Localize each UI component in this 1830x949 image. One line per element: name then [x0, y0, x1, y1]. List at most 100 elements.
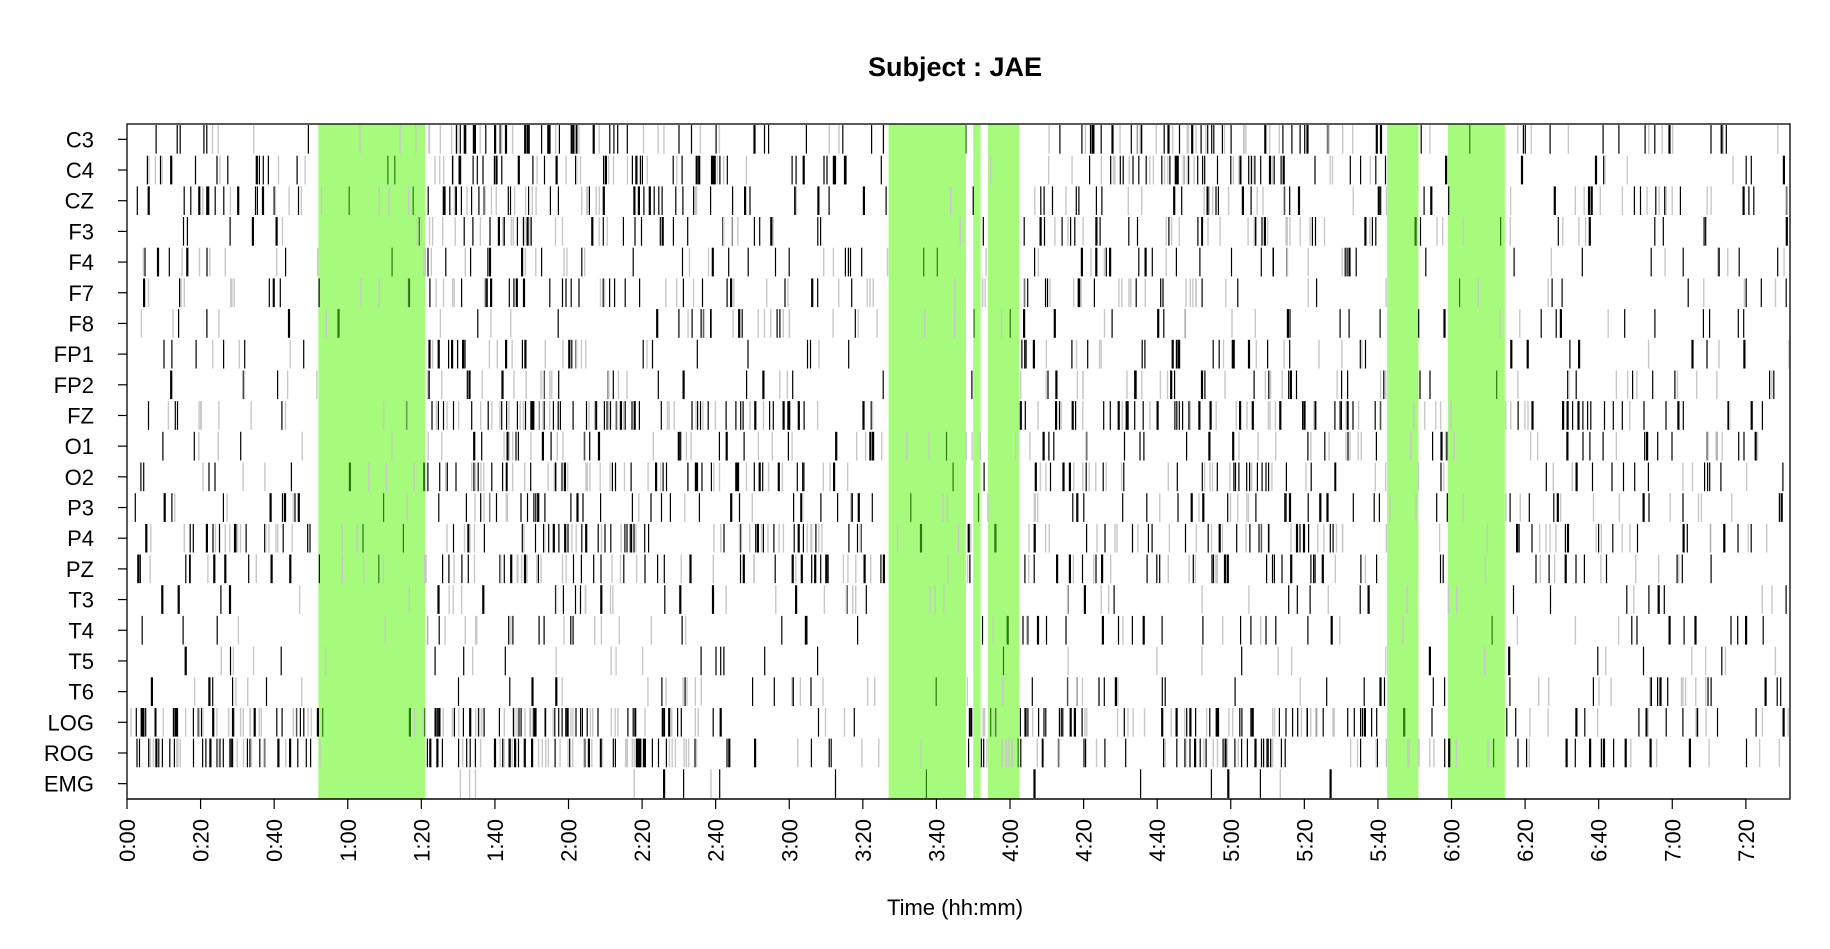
time-tick-label-4: 1:20 [409, 819, 434, 862]
channel-label-fz: FZ [67, 403, 94, 428]
time-tick-label-13: 4:20 [1072, 819, 1097, 862]
time-tick-label-20: 6:40 [1587, 819, 1612, 862]
highlight-interval-1 [888, 124, 966, 799]
highlight-interval-2 [973, 124, 981, 799]
channel-label-p4: P4 [67, 526, 94, 551]
event-ticks-weak [140, 309, 1609, 338]
channel-label-p3: P3 [67, 496, 94, 521]
channel-label-f4: F4 [68, 250, 94, 275]
channel-label-t3: T3 [68, 588, 94, 613]
event-ticks-weak [142, 247, 1785, 277]
plot-frame [126, 123, 1791, 800]
time-tick-label-18: 6:00 [1440, 819, 1465, 862]
time-tick-label-12: 4:00 [998, 819, 1023, 862]
time-tick-label-17: 5:40 [1366, 819, 1391, 862]
time-tick-label-11: 3:40 [924, 819, 949, 862]
channel-row-o1 [162, 431, 1759, 461]
time-tick-label-5: 1:40 [483, 819, 508, 862]
channel-row-o2 [140, 462, 1784, 492]
time-tick-label-22: 7:20 [1734, 819, 1759, 862]
time-tick-label-21: 7:00 [1660, 819, 1685, 862]
time-tick-label-14: 4:40 [1145, 819, 1170, 862]
channel-label-c4: C4 [66, 158, 94, 183]
channel-label-fp1: FP1 [54, 342, 94, 367]
channel-label-o1: O1 [65, 434, 94, 459]
x-axis-title: Time (hh:mm) [887, 895, 1023, 920]
channel-row-rog [136, 738, 1781, 768]
time-axis: 0:00 0:20 0:40 1:00 1:20 1:40 2:00 2:20 2:40 3:00… [115, 798, 1759, 862]
highlight-interval-4 [1387, 124, 1419, 799]
channel-label-f7: F7 [68, 281, 94, 306]
channel-label-c3: C3 [66, 127, 94, 152]
channel-row-t3 [161, 585, 1787, 614]
time-tick-label-10: 3:20 [851, 819, 876, 862]
channel-row-f8 [140, 309, 1745, 338]
channel-row-f4 [142, 247, 1785, 277]
time-tick-label-6: 2:00 [557, 819, 582, 862]
channel-row-c3 [155, 125, 1779, 154]
time-tick-label-0: 0:00 [115, 819, 140, 862]
event-ticks-weak [193, 677, 1707, 706]
channel-label-rog: ROG [44, 741, 94, 766]
channel-label-log: LOG [48, 710, 94, 735]
channel-row-p4 [145, 523, 1768, 553]
time-tick-label-9: 3:00 [777, 819, 802, 862]
time-tick-label-19: 6:20 [1513, 819, 1538, 862]
event-ticks-weak [149, 554, 1680, 584]
event-layer [130, 125, 1790, 798]
time-tick-label-15: 5:00 [1219, 819, 1244, 862]
channel-label-emg: EMG [44, 772, 94, 797]
event-ticks-weak [149, 738, 1781, 768]
channel-label-t5: T5 [68, 649, 94, 674]
highlight-interval-5 [1447, 124, 1505, 799]
time-tick-label-16: 5:20 [1292, 819, 1317, 862]
event-ticks-weak [220, 646, 1777, 676]
event-ticks-weak [212, 339, 1790, 369]
event-ticks-weak [202, 462, 1748, 492]
channel-row-cz [136, 186, 1788, 215]
event-ticks-weak [147, 278, 1777, 308]
event-ticks-weak [198, 431, 1759, 461]
channel-row-fz [147, 401, 1763, 430]
channel-row-pz [137, 554, 1712, 584]
event-ticks-weak [298, 585, 1773, 614]
event-ticks-weak [281, 217, 1587, 246]
channel-row-f7 [143, 278, 1787, 308]
highlight-interval-3 [987, 124, 1020, 799]
channel-row-c4 [146, 155, 1785, 185]
channel-label-f3: F3 [68, 219, 94, 244]
time-tick-label-7: 2:20 [630, 819, 655, 862]
channel-label-cz: CZ [65, 189, 94, 214]
channel-row-t5 [184, 646, 1777, 676]
channel-axis: C3 C4 CZ F3 F4 F7 F8 FP1 FP2 FZ O1 O2 P3 P4 PZ T3 T4 T5 T6… [44, 127, 127, 797]
channel-label-fp2: FP2 [54, 373, 94, 398]
channel-label-pz: PZ [66, 557, 94, 582]
event-ticks-weak [167, 401, 1731, 430]
event-ticks-weak [243, 370, 1773, 400]
event-ticks-weak [202, 186, 1787, 215]
channel-label-t4: T4 [68, 618, 94, 643]
channel-row-f3 [182, 217, 1788, 246]
event-ticks-weak [150, 523, 1768, 553]
time-tick-label-8: 2:40 [704, 819, 729, 862]
event-ticks-weak [148, 155, 1734, 185]
time-tick-label-1: 0:20 [189, 819, 214, 862]
event-ticks-weak [130, 708, 1789, 737]
channel-row-t6 [150, 677, 1782, 706]
event-ticks-weak [211, 125, 1779, 154]
channel-label-t6: T6 [68, 680, 94, 705]
highlight-interval-0 [318, 124, 426, 799]
channel-row-log [130, 708, 1789, 737]
event-ticks-weak [174, 493, 1733, 522]
channel-row-fp1 [163, 339, 1790, 369]
highlight-layer [318, 124, 1505, 799]
time-tick-label-3: 1:00 [336, 819, 361, 862]
event-ticks-weak [459, 769, 1281, 798]
chart-title: Subject : JAE [868, 52, 1042, 82]
channel-row-t4 [141, 615, 1764, 645]
channel-row-p3 [134, 493, 1783, 522]
time-tick-label-2: 0:40 [262, 819, 287, 862]
channel-label-f8: F8 [68, 311, 94, 336]
